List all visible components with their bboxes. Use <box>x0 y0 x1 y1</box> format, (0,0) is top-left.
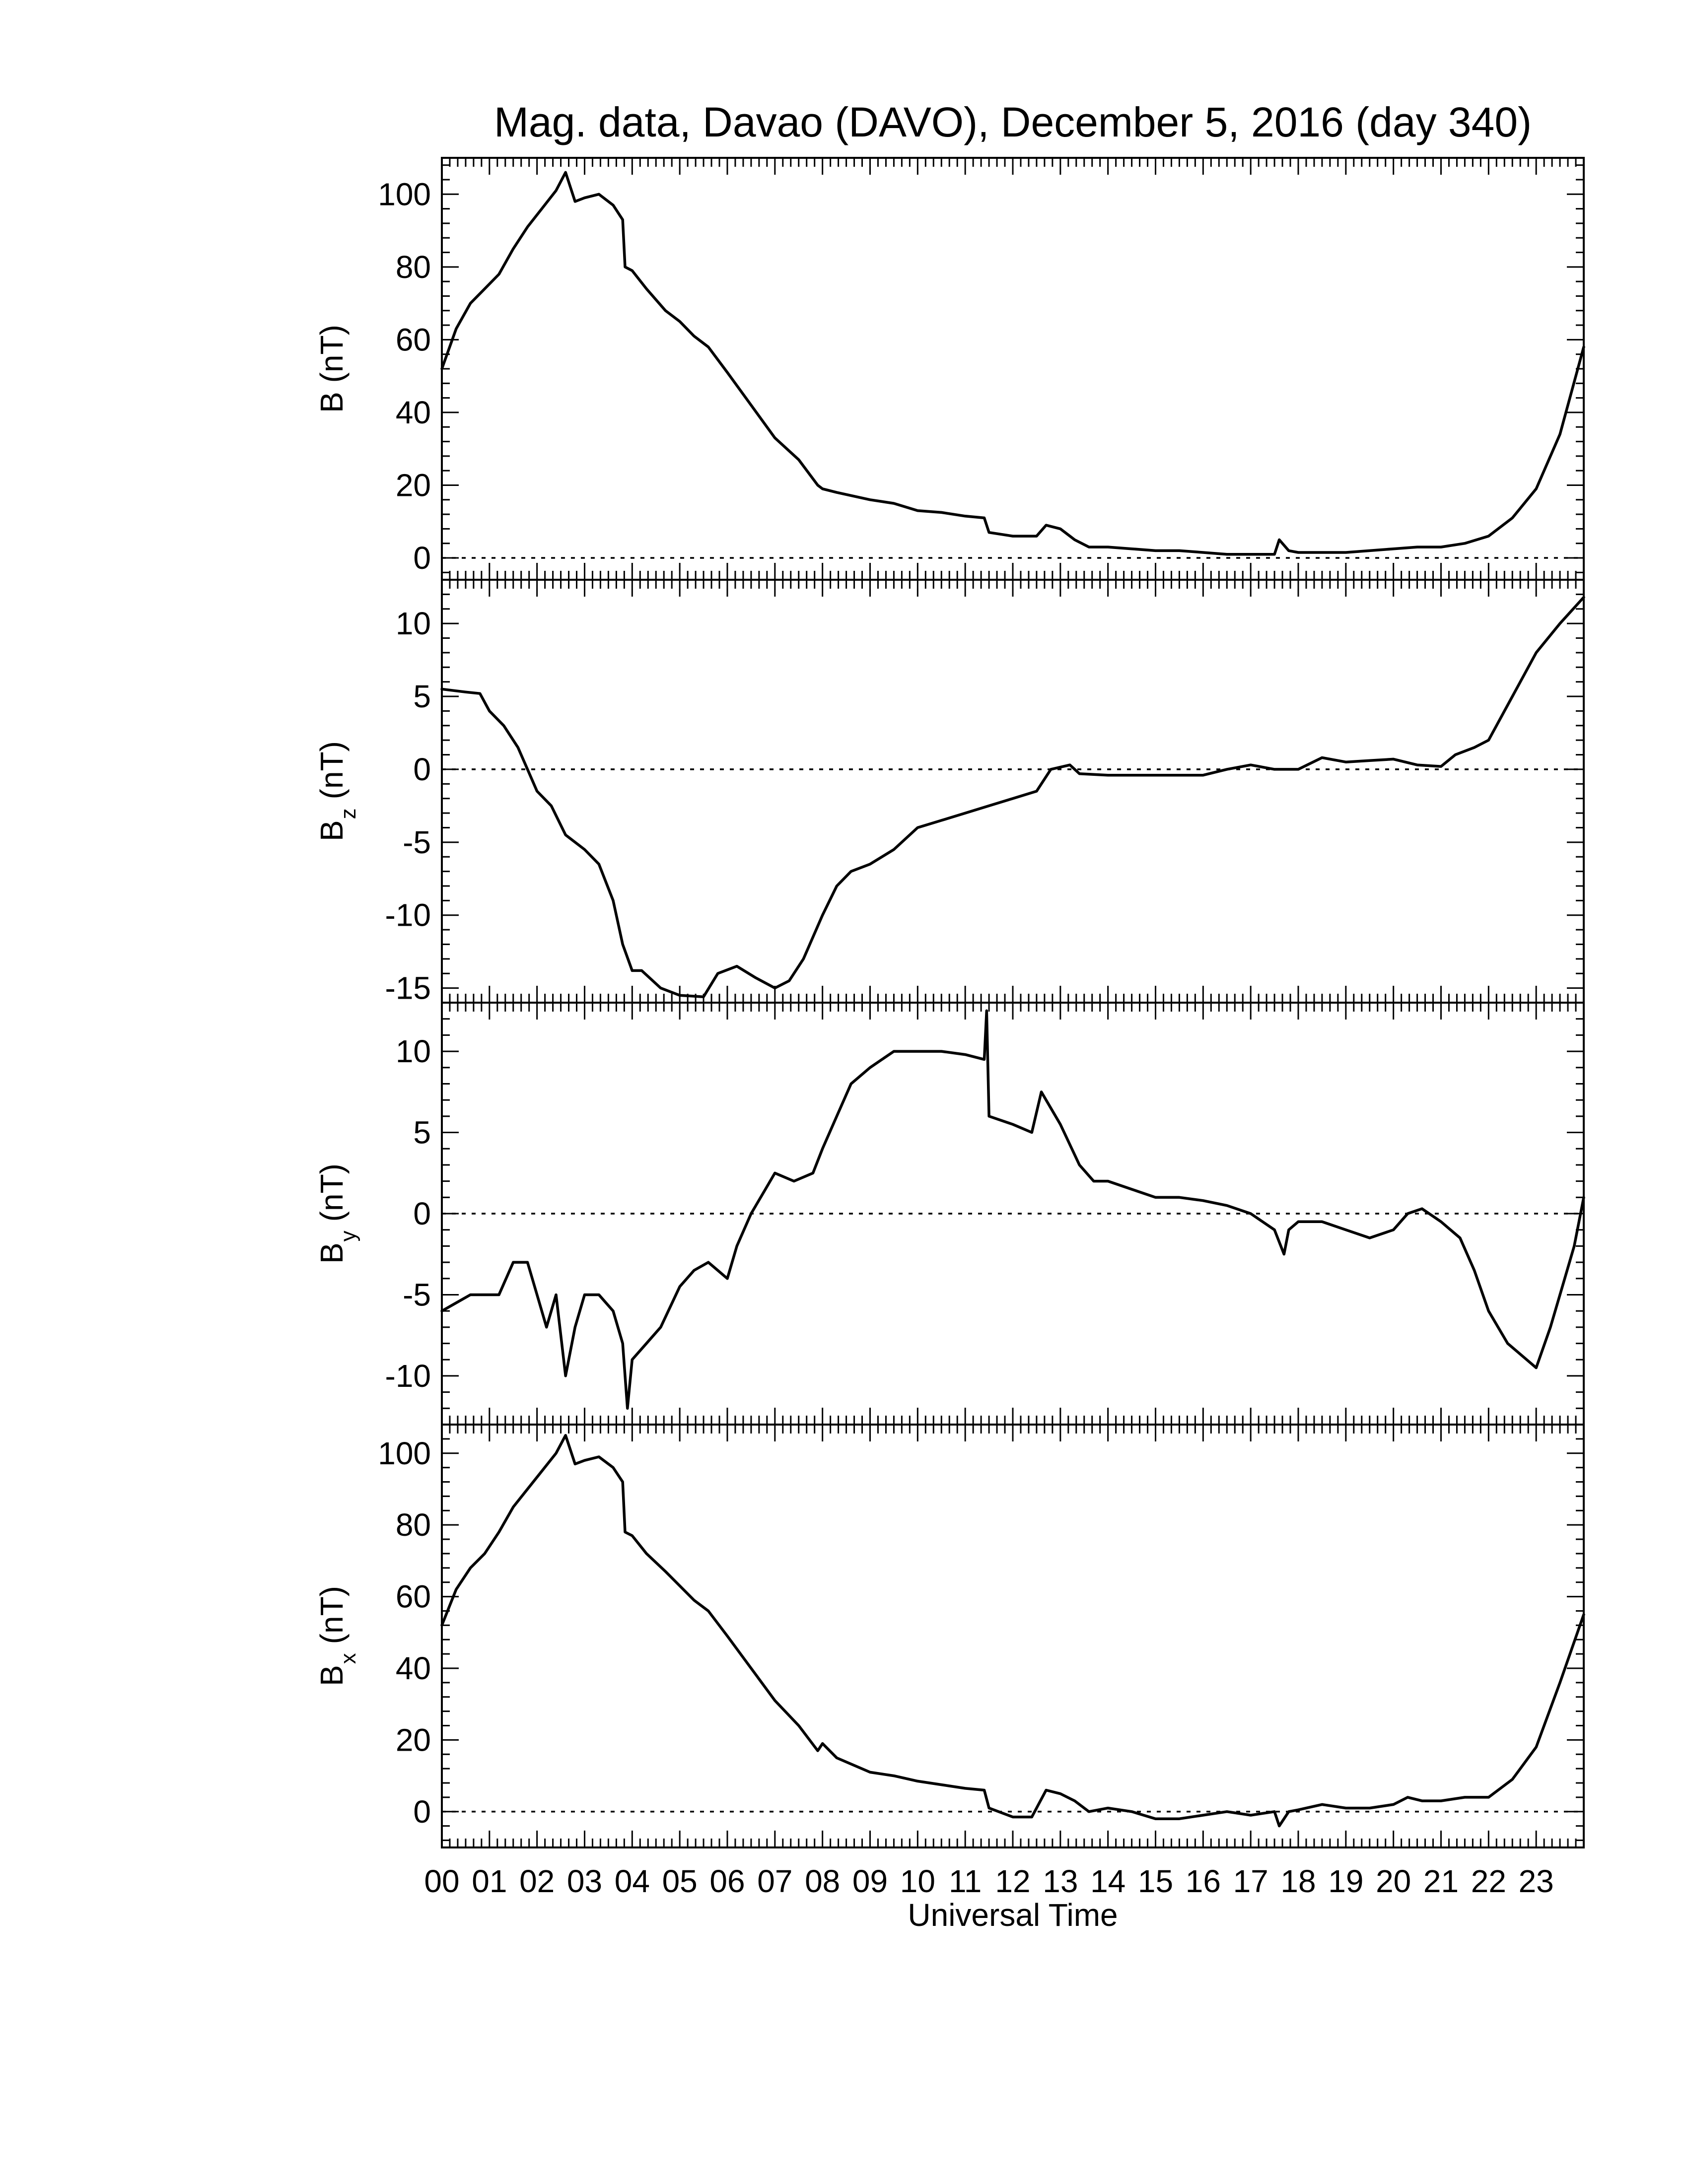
y-axis-label: Bx (nT) <box>314 1586 360 1686</box>
x-tick-label: 19 <box>1328 1863 1363 1899</box>
x-tick-label: 02 <box>519 1863 555 1899</box>
x-tick-label: 11 <box>949 1863 982 1899</box>
y-tick-label: 0 <box>413 1794 431 1830</box>
y-axis-label-subscript: z <box>336 808 360 819</box>
y-axis-label: B (nT) <box>314 325 350 413</box>
x-tick-label: 01 <box>472 1863 507 1899</box>
y-tick-label: 20 <box>396 1722 431 1758</box>
y-tick-label: 80 <box>396 1507 431 1543</box>
panel-bx: 0 20 40 60 80 100 Bx (nT) <box>314 1424 1585 1848</box>
panel-b: 0 20 40 60 80 100 B (nT) <box>314 157 1585 581</box>
x-tick-label: 15 <box>1138 1863 1173 1899</box>
y-axis-label-main: B <box>314 1665 350 1686</box>
series-line-bx <box>440 1433 1585 1828</box>
series-line-by <box>440 1009 1585 1410</box>
x-tick-label: 00 <box>424 1863 459 1899</box>
y-tick-label: 100 <box>378 1435 431 1471</box>
y-tick-label: 5 <box>413 679 431 714</box>
x-tick-label: 07 <box>757 1863 792 1899</box>
x-tick-label: 16 <box>1186 1863 1221 1899</box>
x-tick-label: 17 <box>1233 1863 1268 1899</box>
panel-frame <box>441 579 1585 1004</box>
x-axis: 00 01 02 03 04 05 06 07 08 09 10 11 12 13 14 15 16 17 18 19… <box>424 1863 1553 1933</box>
y-tick-label: 10 <box>396 1033 431 1069</box>
x-tick-label: 14 <box>1090 1863 1125 1899</box>
y-axis-label-main: B <box>314 820 350 841</box>
y-tick-label: 0 <box>413 751 431 787</box>
y-tick-label: 40 <box>396 1650 431 1686</box>
chart-title: Mag. data, Davao (DAVO), December 5, 201… <box>494 99 1532 145</box>
y-tick-label: -10 <box>385 897 431 933</box>
x-tick-label: 04 <box>615 1863 650 1899</box>
y-axis-label-unit: (nT) <box>314 1586 350 1644</box>
x-tick-label: 05 <box>662 1863 698 1899</box>
y-tick-label: -10 <box>385 1358 431 1394</box>
y-tick-label: 80 <box>396 249 431 285</box>
y-axis-label-main: B <box>314 1242 350 1264</box>
y-axis-label: By (nT) <box>314 1163 360 1264</box>
x-tick-label: 10 <box>900 1863 935 1899</box>
y-axis-label-unit: (nT) <box>314 1163 350 1222</box>
panel-by: -10 -5 0 5 10 By (nT) <box>314 1002 1585 1426</box>
x-tick-label: 06 <box>709 1863 745 1899</box>
x-axis-label: Universal Time <box>908 1897 1118 1933</box>
y-axis-label-unit: (nT) <box>314 741 350 799</box>
x-tick-label: 23 <box>1519 1863 1554 1899</box>
x-tick-label: 12 <box>995 1863 1030 1899</box>
y-axis-label-subscript: x <box>336 1653 360 1664</box>
x-tick-labels: 00 01 02 03 04 05 06 07 08 09 10 11 12 13 14 15 16 17 18 19… <box>424 1863 1553 1899</box>
series-line-b <box>440 171 1585 556</box>
x-tick-label: 08 <box>805 1863 840 1899</box>
y-tick-label: 5 <box>413 1115 431 1151</box>
x-tick-label: 13 <box>1043 1863 1078 1899</box>
y-tick-label: -5 <box>403 1277 431 1312</box>
x-tick-label: 22 <box>1471 1863 1506 1899</box>
y-axis-label-subscript: y <box>336 1230 360 1241</box>
y-tick-label: 20 <box>396 467 431 503</box>
y-tick-label: -5 <box>403 824 431 860</box>
panel-frame <box>441 1424 1585 1848</box>
y-tick-label: 10 <box>396 606 431 641</box>
y-axis-label: Bz (nT) <box>314 741 360 841</box>
x-tick-label: 09 <box>852 1863 888 1899</box>
panel-frame <box>441 157 1585 581</box>
series-line-bz <box>440 596 1585 998</box>
y-tick-label: 40 <box>396 395 431 430</box>
y-tick-label: 0 <box>413 540 431 576</box>
y-tick-label: -15 <box>385 970 431 1006</box>
y-tick-label: 0 <box>413 1196 431 1231</box>
x-tick-label: 03 <box>567 1863 602 1899</box>
y-tick-label: 60 <box>396 322 431 357</box>
y-tick-label: 100 <box>378 176 431 212</box>
x-tick-label: 21 <box>1423 1863 1459 1899</box>
x-tick-label: 18 <box>1280 1863 1316 1899</box>
panel-bz: -15 -10 -5 0 5 10 Bz (nT) <box>314 579 1585 1006</box>
x-tick-label: 20 <box>1376 1863 1411 1899</box>
y-tick-label: 60 <box>396 1579 431 1615</box>
